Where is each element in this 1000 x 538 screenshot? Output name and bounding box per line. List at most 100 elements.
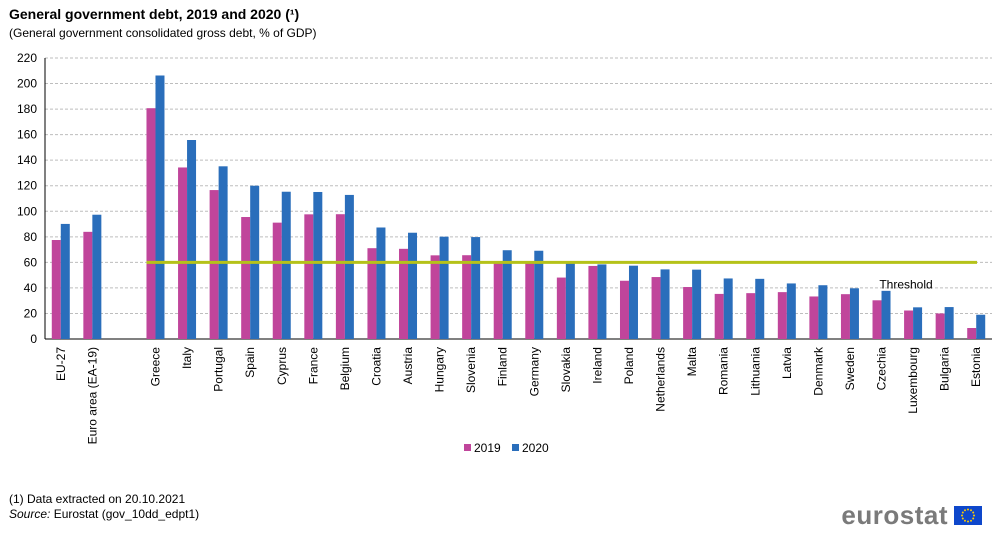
bar-2020-cyprus — [281, 191, 291, 339]
source-label: Source: — [9, 507, 51, 521]
bar-2019-romania — [714, 293, 724, 339]
bar-2019-croatia — [367, 248, 377, 339]
chart-subtitle: (General government consolidated gross d… — [9, 26, 317, 40]
y-tick-label: 20 — [24, 306, 38, 320]
bar-2019-france — [304, 214, 314, 339]
x-tick-label: Austria — [401, 347, 415, 385]
bar-2020-bulgaria — [944, 307, 954, 339]
x-tick-label: Luxembourg — [906, 347, 920, 414]
y-tick-label: 220 — [17, 51, 37, 65]
x-tick-label: Malta — [685, 347, 699, 377]
x-tick-label: Sweden — [843, 347, 857, 390]
bar-2019-czechia — [872, 300, 882, 339]
bar-2019-denmark — [809, 296, 819, 339]
bar-2020-romania — [723, 278, 733, 339]
bar-2020-ireland — [597, 264, 607, 339]
x-tick-label: Poland — [622, 347, 636, 384]
y-tick-label: 60 — [24, 255, 38, 269]
bar-2020-luxembourg — [913, 307, 923, 339]
y-tick-label: 160 — [17, 128, 37, 142]
bar-2020-finland — [502, 250, 512, 339]
bar-2020-euro-area-ea-19- — [92, 214, 102, 339]
eu-flag-icon — [954, 506, 982, 525]
x-tick-label: Lithuania — [748, 347, 762, 396]
x-tick-label: Ireland — [590, 347, 604, 384]
bar-2019-austria — [399, 248, 409, 339]
bar-2020-czechia — [881, 290, 891, 339]
x-tick-label: Bulgaria — [938, 347, 952, 391]
x-tick-label: France — [306, 347, 320, 385]
x-tick-label: Finland — [496, 347, 510, 386]
bar-2019-poland — [619, 280, 629, 339]
bar-2020-croatia — [376, 227, 386, 339]
bar-2019-spain — [241, 217, 251, 339]
bar-2019-slovakia — [556, 277, 566, 339]
x-tick-label: Euro area (EA-19) — [85, 347, 99, 444]
y-tick-label: 140 — [17, 153, 37, 167]
bar-2020-austria — [408, 232, 418, 339]
x-tick-label: Cyprus — [275, 347, 289, 385]
bar-2019-portugal — [209, 190, 219, 339]
bar-2020-eu-27 — [60, 223, 70, 339]
bar-2020-france — [313, 191, 323, 339]
x-tick-label: Belgium — [338, 347, 352, 390]
y-tick-label: 180 — [17, 102, 37, 116]
x-tick-label: Greece — [148, 347, 162, 387]
bar-2019-latvia — [777, 292, 787, 339]
bar-2019-malta — [683, 287, 693, 339]
bar-2020-lithuania — [755, 278, 765, 339]
bar-2020-denmark — [818, 285, 828, 339]
bar-2019-finland — [493, 262, 503, 339]
x-tick-label: Spain — [243, 347, 257, 378]
bar-2019-hungary — [430, 255, 440, 339]
bar-2019-lithuania — [746, 293, 756, 339]
bar-2019-germany — [525, 262, 535, 339]
bar-2019-eu-27 — [51, 240, 61, 339]
bar-chart: 0 20 40 60 80 100 120 140 160 180 200 220 EU-27 Euro … — [17, 51, 992, 455]
legend-label-2020: 2020 — [522, 441, 549, 455]
bar-2019-luxembourg — [904, 310, 914, 339]
x-tick-label: Croatia — [369, 347, 383, 386]
footnote: (1) Data extracted on 20.10.2021 — [9, 492, 186, 506]
bar-2019-italy — [178, 167, 188, 339]
logo-text: eurostat — [841, 500, 948, 530]
bar-2019-sweden — [840, 294, 850, 339]
bar-2020-latvia — [786, 283, 796, 339]
x-tick-label: Portugal — [212, 347, 226, 392]
y-tick-label: 80 — [24, 230, 38, 244]
bar-2020-malta — [692, 269, 702, 339]
x-tick-label: Slovakia — [559, 347, 573, 393]
x-tick-label: Latvia — [780, 347, 794, 379]
x-tick-label: Italy — [180, 347, 194, 369]
bar-2019-euro-area-ea-19- — [83, 231, 93, 339]
bar-2019-ireland — [588, 265, 598, 339]
x-tick-label: Estonia — [969, 347, 983, 387]
legend-label-2019: 2019 — [474, 441, 501, 455]
x-tick-label: Czechia — [875, 347, 889, 391]
bar-2020-netherlands — [660, 269, 670, 339]
source-value: Eurostat (gov_10dd_edpt1) — [50, 507, 200, 521]
bar-2020-hungary — [439, 236, 449, 339]
bar-2020-portugal — [218, 166, 228, 339]
bar-2020-germany — [534, 250, 544, 339]
source-note: Source: Eurostat (gov_10dd_edpt1) — [9, 507, 199, 521]
x-tick-label: Denmark — [811, 346, 825, 396]
bar-2020-italy — [187, 140, 197, 339]
bar-2020-belgium — [344, 194, 354, 339]
x-tick-label: Romania — [717, 347, 731, 395]
bar-2019-slovenia — [462, 255, 472, 339]
bar-2020-estonia — [976, 314, 986, 339]
bar-2019-bulgaria — [935, 313, 945, 339]
bar-2020-slovakia — [565, 262, 575, 339]
y-tick-label: 120 — [17, 179, 37, 193]
x-tick-label: Slovenia — [464, 347, 478, 393]
legend-swatch-2019 — [464, 444, 471, 451]
y-tick-label: 0 — [30, 332, 37, 346]
x-tick-label: Germany — [527, 347, 541, 396]
threshold-label: Threshold — [879, 277, 932, 291]
y-tick-label: 200 — [17, 77, 37, 91]
bar-2019-greece — [146, 108, 156, 340]
chart-title: General government debt, 2019 and 2020 (… — [9, 6, 300, 22]
bar-2019-netherlands — [651, 277, 661, 339]
bar-2019-estonia — [967, 328, 977, 339]
